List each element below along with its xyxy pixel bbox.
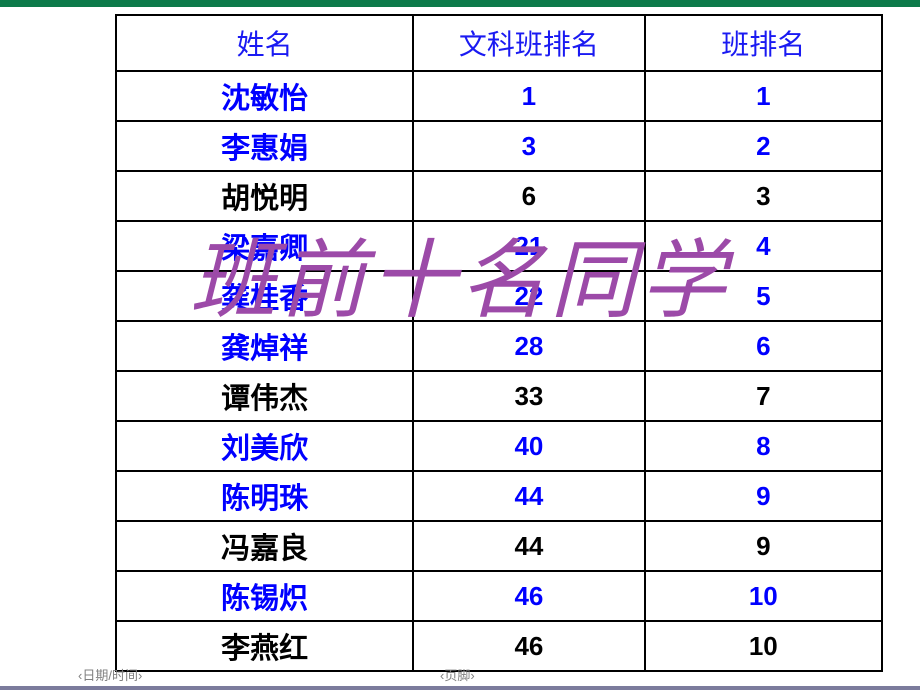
cell-rank-liberal: 44 — [413, 471, 644, 521]
table-row: 龚桂香225 — [116, 271, 882, 321]
table-body: 沈敏怡11李惠娟32胡悦明63梁嘉卿214龚桂香225龚焯祥286谭伟杰337刘… — [116, 71, 882, 671]
cell-rank-liberal: 44 — [413, 521, 644, 571]
ranking-table-wrap: 姓名 文科班排名 班排名 沈敏怡11李惠娟32胡悦明63梁嘉卿214龚桂香225… — [115, 14, 883, 672]
cell-rank-liberal: 28 — [413, 321, 644, 371]
header-name: 姓名 — [116, 15, 413, 71]
cell-rank-class: 9 — [645, 471, 882, 521]
table-row: 沈敏怡11 — [116, 71, 882, 121]
cell-name: 李惠娟 — [116, 121, 413, 171]
header-rank-liberal: 文科班排名 — [413, 15, 644, 71]
outer-frame: 姓名 文科班排名 班排名 沈敏怡11李惠娟32胡悦明63梁嘉卿214龚桂香225… — [0, 0, 920, 690]
cell-name: 陈明珠 — [116, 471, 413, 521]
slide: 姓名 文科班排名 班排名 沈敏怡11李惠娟32胡悦明63梁嘉卿214龚桂香225… — [0, 0, 920, 690]
table-row: 龚焯祥286 — [116, 321, 882, 371]
cell-rank-liberal: 1 — [413, 71, 644, 121]
table-row: 陈明珠449 — [116, 471, 882, 521]
cell-name: 谭伟杰 — [116, 371, 413, 421]
cell-rank-class: 8 — [645, 421, 882, 471]
cell-rank-liberal: 46 — [413, 571, 644, 621]
table-header-row: 姓名 文科班排名 班排名 — [116, 15, 882, 71]
cell-rank-liberal: 40 — [413, 421, 644, 471]
table-row: 胡悦明63 — [116, 171, 882, 221]
cell-rank-class: 2 — [645, 121, 882, 171]
table-row: 李惠娟32 — [116, 121, 882, 171]
frame-bottom-border — [0, 686, 920, 690]
table-row: 冯嘉良449 — [116, 521, 882, 571]
cell-rank-class: 5 — [645, 271, 882, 321]
cell-name: 刘美欣 — [116, 421, 413, 471]
cell-name: 陈锡炽 — [116, 571, 413, 621]
footer: ‹日期/时间› ‹页脚› — [0, 664, 920, 684]
cell-rank-liberal: 3 — [413, 121, 644, 171]
footer-datetime-placeholder: ‹日期/时间› — [78, 665, 142, 684]
cell-rank-liberal: 22 — [413, 271, 644, 321]
cell-name: 沈敏怡 — [116, 71, 413, 121]
header-rank-class: 班排名 — [645, 15, 882, 71]
cell-name: 梁嘉卿 — [116, 221, 413, 271]
table-row: 刘美欣408 — [116, 421, 882, 471]
table-row: 陈锡炽4610 — [116, 571, 882, 621]
cell-rank-liberal: 33 — [413, 371, 644, 421]
cell-rank-class: 10 — [645, 571, 882, 621]
table-row: 谭伟杰337 — [116, 371, 882, 421]
cell-name: 胡悦明 — [116, 171, 413, 221]
footer-text-placeholder: ‹页脚› — [440, 665, 475, 684]
cell-rank-class: 6 — [645, 321, 882, 371]
cell-rank-liberal: 21 — [413, 221, 644, 271]
cell-rank-class: 1 — [645, 71, 882, 121]
table-row: 梁嘉卿214 — [116, 221, 882, 271]
cell-rank-class: 3 — [645, 171, 882, 221]
cell-rank-class: 9 — [645, 521, 882, 571]
cell-name: 龚焯祥 — [116, 321, 413, 371]
cell-name: 冯嘉良 — [116, 521, 413, 571]
frame-top-border — [0, 0, 920, 7]
ranking-table: 姓名 文科班排名 班排名 沈敏怡11李惠娟32胡悦明63梁嘉卿214龚桂香225… — [115, 14, 883, 672]
cell-rank-class: 7 — [645, 371, 882, 421]
cell-rank-liberal: 6 — [413, 171, 644, 221]
cell-name: 龚桂香 — [116, 271, 413, 321]
cell-rank-class: 4 — [645, 221, 882, 271]
